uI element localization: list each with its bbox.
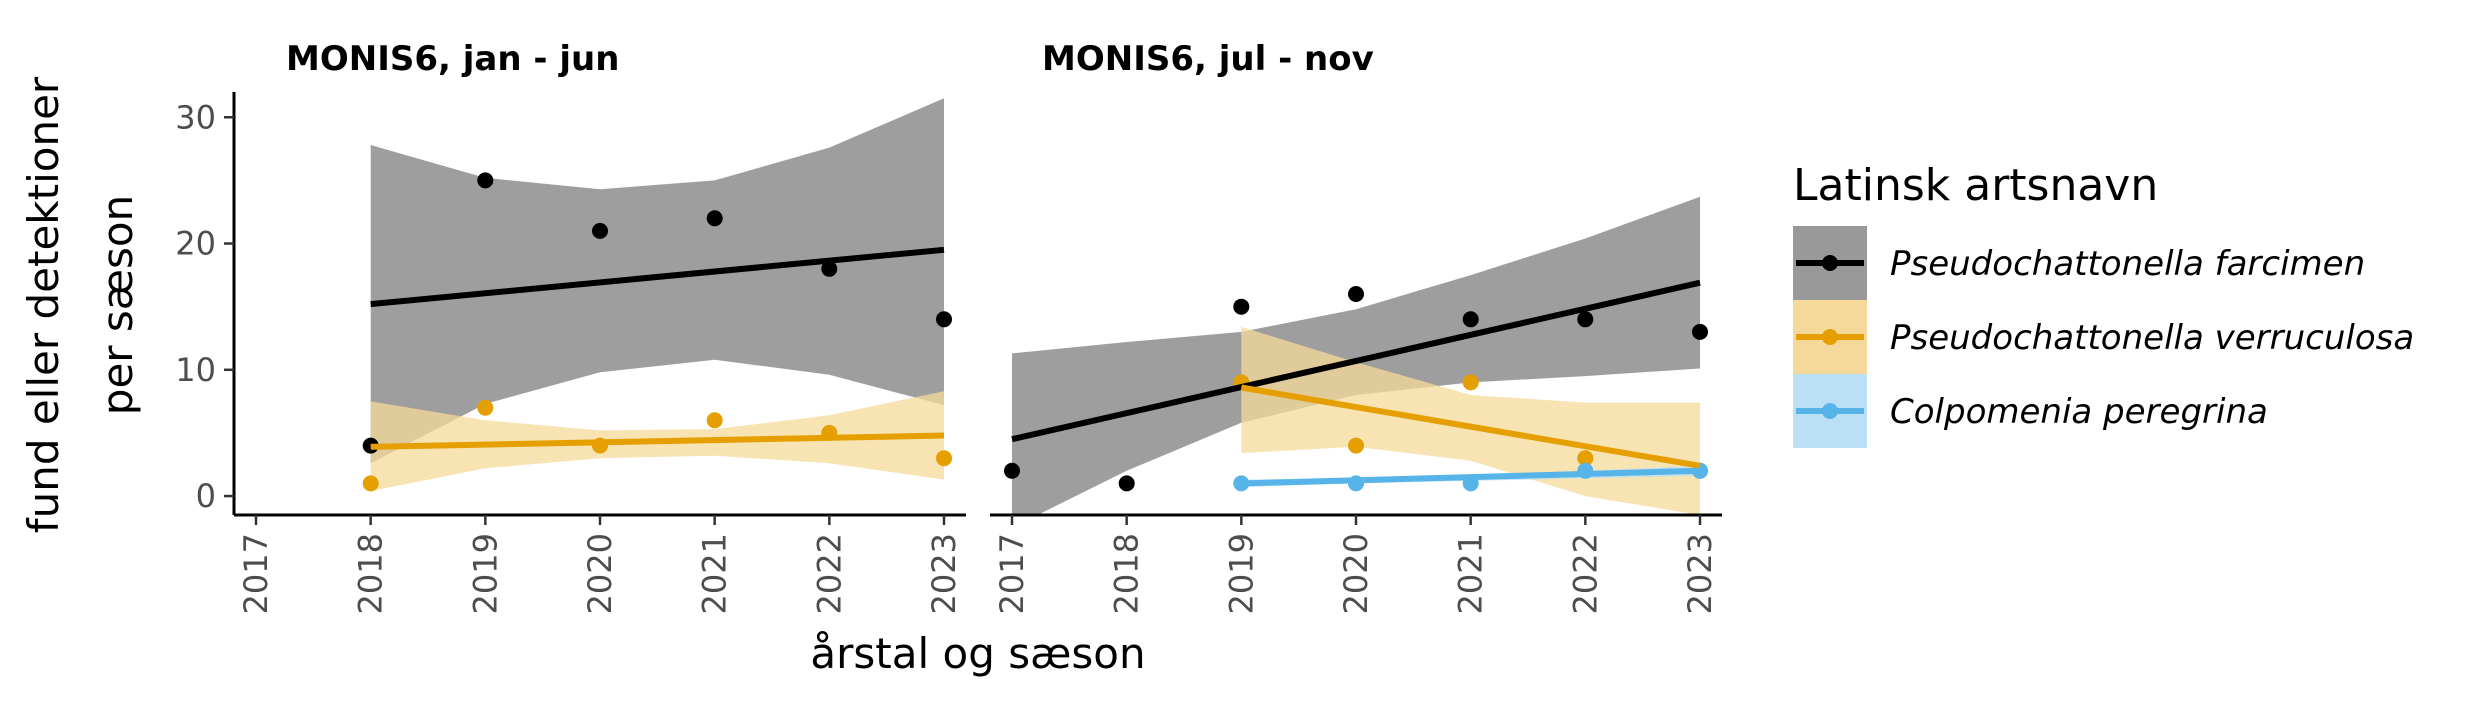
point-pseudochattonella-farcimen-2017 — [1004, 462, 1020, 479]
panel-2: MONIS6, jul - nov 2017 2018 2019 2020 2021 202… — [990, 39, 1722, 614]
x-tick-label-2020: 2020 — [581, 533, 619, 614]
x-tick-label-2020: 2020 — [1337, 533, 1375, 614]
panel-title: MONIS6, jul - nov — [1042, 39, 1374, 79]
legend-key-point — [1822, 255, 1838, 271]
point-pseudochattonella-farcimen-2019 — [477, 172, 494, 189]
legend-title: Latinsk artsnavn — [1793, 160, 2158, 211]
legend-item-pseudochattonella-farcimen: Pseudochattonella farcimen — [1793, 226, 2365, 300]
x-tick-label-2022: 2022 — [810, 533, 848, 614]
x-tick-label-2023: 2023 — [925, 533, 963, 614]
x-axis-title: årstal og sæson — [810, 629, 1145, 678]
y-axis-title-line-1: fund eller detektioner — [19, 76, 68, 533]
panel-title: MONIS6, jan - jun — [286, 39, 619, 79]
x-tick-label-2022: 2022 — [1566, 533, 1604, 614]
point-pseudochattonella-farcimen-2021 — [1462, 311, 1479, 328]
trend-line-pseudochattonella-verruculosa — [1240, 384, 1701, 469]
y-axis-title-line-2: per sæson — [93, 195, 142, 415]
point-pseudochattonella-verruculosa-2021 — [1462, 374, 1479, 391]
y-tick-label-30: 30 — [175, 98, 216, 136]
legend-item-pseudochattonella-verruculosa: Pseudochattonella verruculosa — [1793, 300, 2414, 374]
point-pseudochattonella-verruculosa-2021 — [706, 412, 723, 429]
point-pseudochattonella-farcimen-2019 — [1233, 298, 1250, 315]
x-tick-label-2017: 2017 — [237, 533, 275, 614]
point-pseudochattonella-farcimen-2023 — [936, 311, 952, 328]
point-pseudochattonella-verruculosa-2022 — [1577, 450, 1594, 467]
legend-key-point — [1822, 403, 1838, 419]
plot-area — [1004, 196, 1708, 515]
trend-line-pseudochattonella-farcimen — [1011, 279, 1701, 443]
legend-item-colpomenia-peregrina: Colpomenia peregrina — [1793, 374, 2268, 448]
trend-line-pseudochattonella-verruculosa — [370, 432, 945, 450]
x-tick-label-2018: 2018 — [352, 533, 390, 614]
x-tick-label-2017: 2017 — [993, 533, 1031, 614]
y-tick-label-10: 10 — [175, 351, 216, 389]
x-tick-label-2023: 2023 — [1681, 533, 1719, 614]
x-tick-label-2021: 2021 — [696, 533, 734, 614]
confidence-band-pseudochattonella-farcimen — [370, 98, 944, 464]
point-pseudochattonella-farcimen-2022 — [821, 260, 838, 277]
x-tick-label-2019: 2019 — [1222, 533, 1260, 614]
legend-label: Pseudochattonella verruculosa — [1890, 318, 2414, 358]
point-pseudochattonella-farcimen-2018 — [1118, 475, 1135, 492]
point-pseudochattonella-farcimen-2020 — [1348, 286, 1364, 302]
point-pseudochattonella-farcimen-2021 — [706, 210, 723, 227]
x-tick-label-2018: 2018 — [1108, 533, 1146, 614]
x-tick-label-2019: 2019 — [466, 533, 504, 614]
y-tick-label-0: 0 — [196, 477, 216, 515]
point-pseudochattonella-verruculosa-2020 — [1348, 437, 1364, 454]
point-pseudochattonella-farcimen-2022 — [1577, 311, 1594, 328]
point-pseudochattonella-farcimen-2023 — [1692, 323, 1708, 340]
legend-label: Pseudochattonella farcimen — [1890, 244, 2365, 284]
legend-key-point — [1822, 329, 1838, 345]
point-pseudochattonella-verruculosa-2019 — [477, 399, 494, 416]
point-pseudochattonella-verruculosa-2018 — [362, 475, 379, 492]
legend: Latinsk artsnavn Pseudochattonella farci… — [1793, 160, 2414, 448]
trend-line-pseudochattonella-farcimen — [370, 246, 945, 308]
plot-area — [362, 98, 952, 492]
legend-label: Colpomenia peregrina — [1890, 392, 2268, 432]
trend-line-colpomenia-peregrina — [1241, 467, 1701, 487]
point-pseudochattonella-verruculosa-2023 — [936, 450, 952, 467]
y-tick-label-20: 20 — [175, 225, 216, 263]
x-tick-label-2021: 2021 — [1452, 533, 1490, 614]
confidence-band-pseudochattonella-farcimen — [1012, 196, 1700, 515]
point-pseudochattonella-farcimen-2020 — [592, 222, 608, 239]
